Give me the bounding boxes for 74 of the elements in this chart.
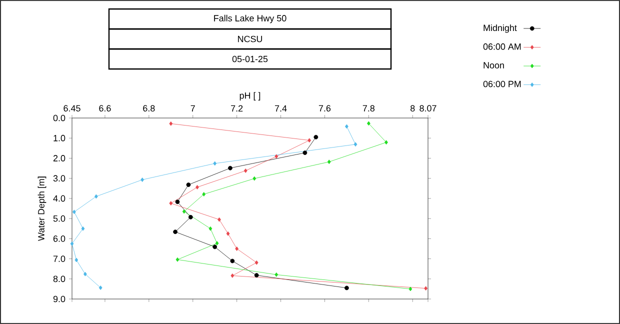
legend-label: 06:00 AM <box>483 43 521 50</box>
point <box>274 272 278 277</box>
point <box>176 257 180 262</box>
point <box>213 161 217 166</box>
point <box>235 246 239 251</box>
point <box>169 201 173 206</box>
y-axis-title: Water Depth [m] <box>38 176 46 241</box>
point <box>424 286 428 291</box>
point <box>228 166 232 170</box>
y-tick-label: 9.0 <box>53 296 66 302</box>
y-tick-label: 4.0 <box>53 195 66 202</box>
y-tick-label: 5.0 <box>53 215 66 222</box>
point <box>254 273 259 278</box>
point <box>83 272 87 276</box>
point <box>188 214 193 220</box>
x-tick-label: 6.6 <box>99 105 111 112</box>
point <box>70 241 74 246</box>
y-tick-label: 2.0 <box>53 155 66 162</box>
point <box>327 160 331 164</box>
point <box>344 286 349 290</box>
point <box>81 226 85 231</box>
x-tick-label: 7.4 <box>274 105 287 112</box>
point <box>74 258 78 262</box>
point <box>366 121 370 126</box>
legend-label: 06:00 PM <box>483 80 521 88</box>
point <box>274 154 278 159</box>
x-axis-title: pH [ ] <box>240 92 260 100</box>
point <box>215 241 219 246</box>
point <box>208 226 212 231</box>
point <box>230 258 235 264</box>
text: 05-01-25 <box>232 56 268 62</box>
point <box>254 260 258 265</box>
point <box>169 121 173 126</box>
point <box>175 200 180 204</box>
point <box>173 230 178 234</box>
y-tick-label: 0.0 <box>53 114 66 122</box>
point <box>202 192 206 196</box>
x-tick-label: 8.07 <box>420 105 436 112</box>
point <box>354 142 358 147</box>
x-tick-label: 7.2 <box>231 105 243 112</box>
point <box>218 217 221 222</box>
point <box>384 140 388 145</box>
x-tick-label: 6.8 <box>143 105 155 112</box>
chart-title: Falls Lake Hwy 50 <box>214 14 286 24</box>
point <box>182 209 186 214</box>
x-tick-label: 7.8 <box>362 105 375 112</box>
y-tick-label: 8.0 <box>53 276 66 282</box>
x-tick-label: 7.6 <box>318 105 331 112</box>
point <box>94 194 98 199</box>
legend-label: Noon <box>484 62 504 68</box>
point <box>302 150 308 155</box>
point <box>186 182 191 187</box>
y-tick-label: 6.0 <box>53 235 66 242</box>
chart-subtitle: NCSU <box>238 36 262 42</box>
y-tick-label: 1.0 <box>54 134 66 142</box>
point <box>196 184 199 190</box>
point <box>252 176 256 181</box>
point <box>308 138 312 143</box>
point <box>72 210 76 214</box>
point <box>98 286 102 290</box>
point <box>230 273 234 278</box>
x-tick-label: 7 <box>190 105 195 112</box>
point <box>212 244 218 250</box>
y-tick-label: 7.0 <box>53 256 66 262</box>
legend-label: Midnight <box>484 24 517 33</box>
y-tick-label: 3.0 <box>53 175 66 182</box>
point <box>244 168 248 173</box>
point <box>314 134 318 140</box>
x-tick-label: 8 <box>410 105 415 112</box>
point <box>344 124 348 129</box>
x-tick-label: 6.45 <box>64 105 80 112</box>
point <box>408 286 412 292</box>
point <box>140 178 144 182</box>
point <box>226 231 230 236</box>
